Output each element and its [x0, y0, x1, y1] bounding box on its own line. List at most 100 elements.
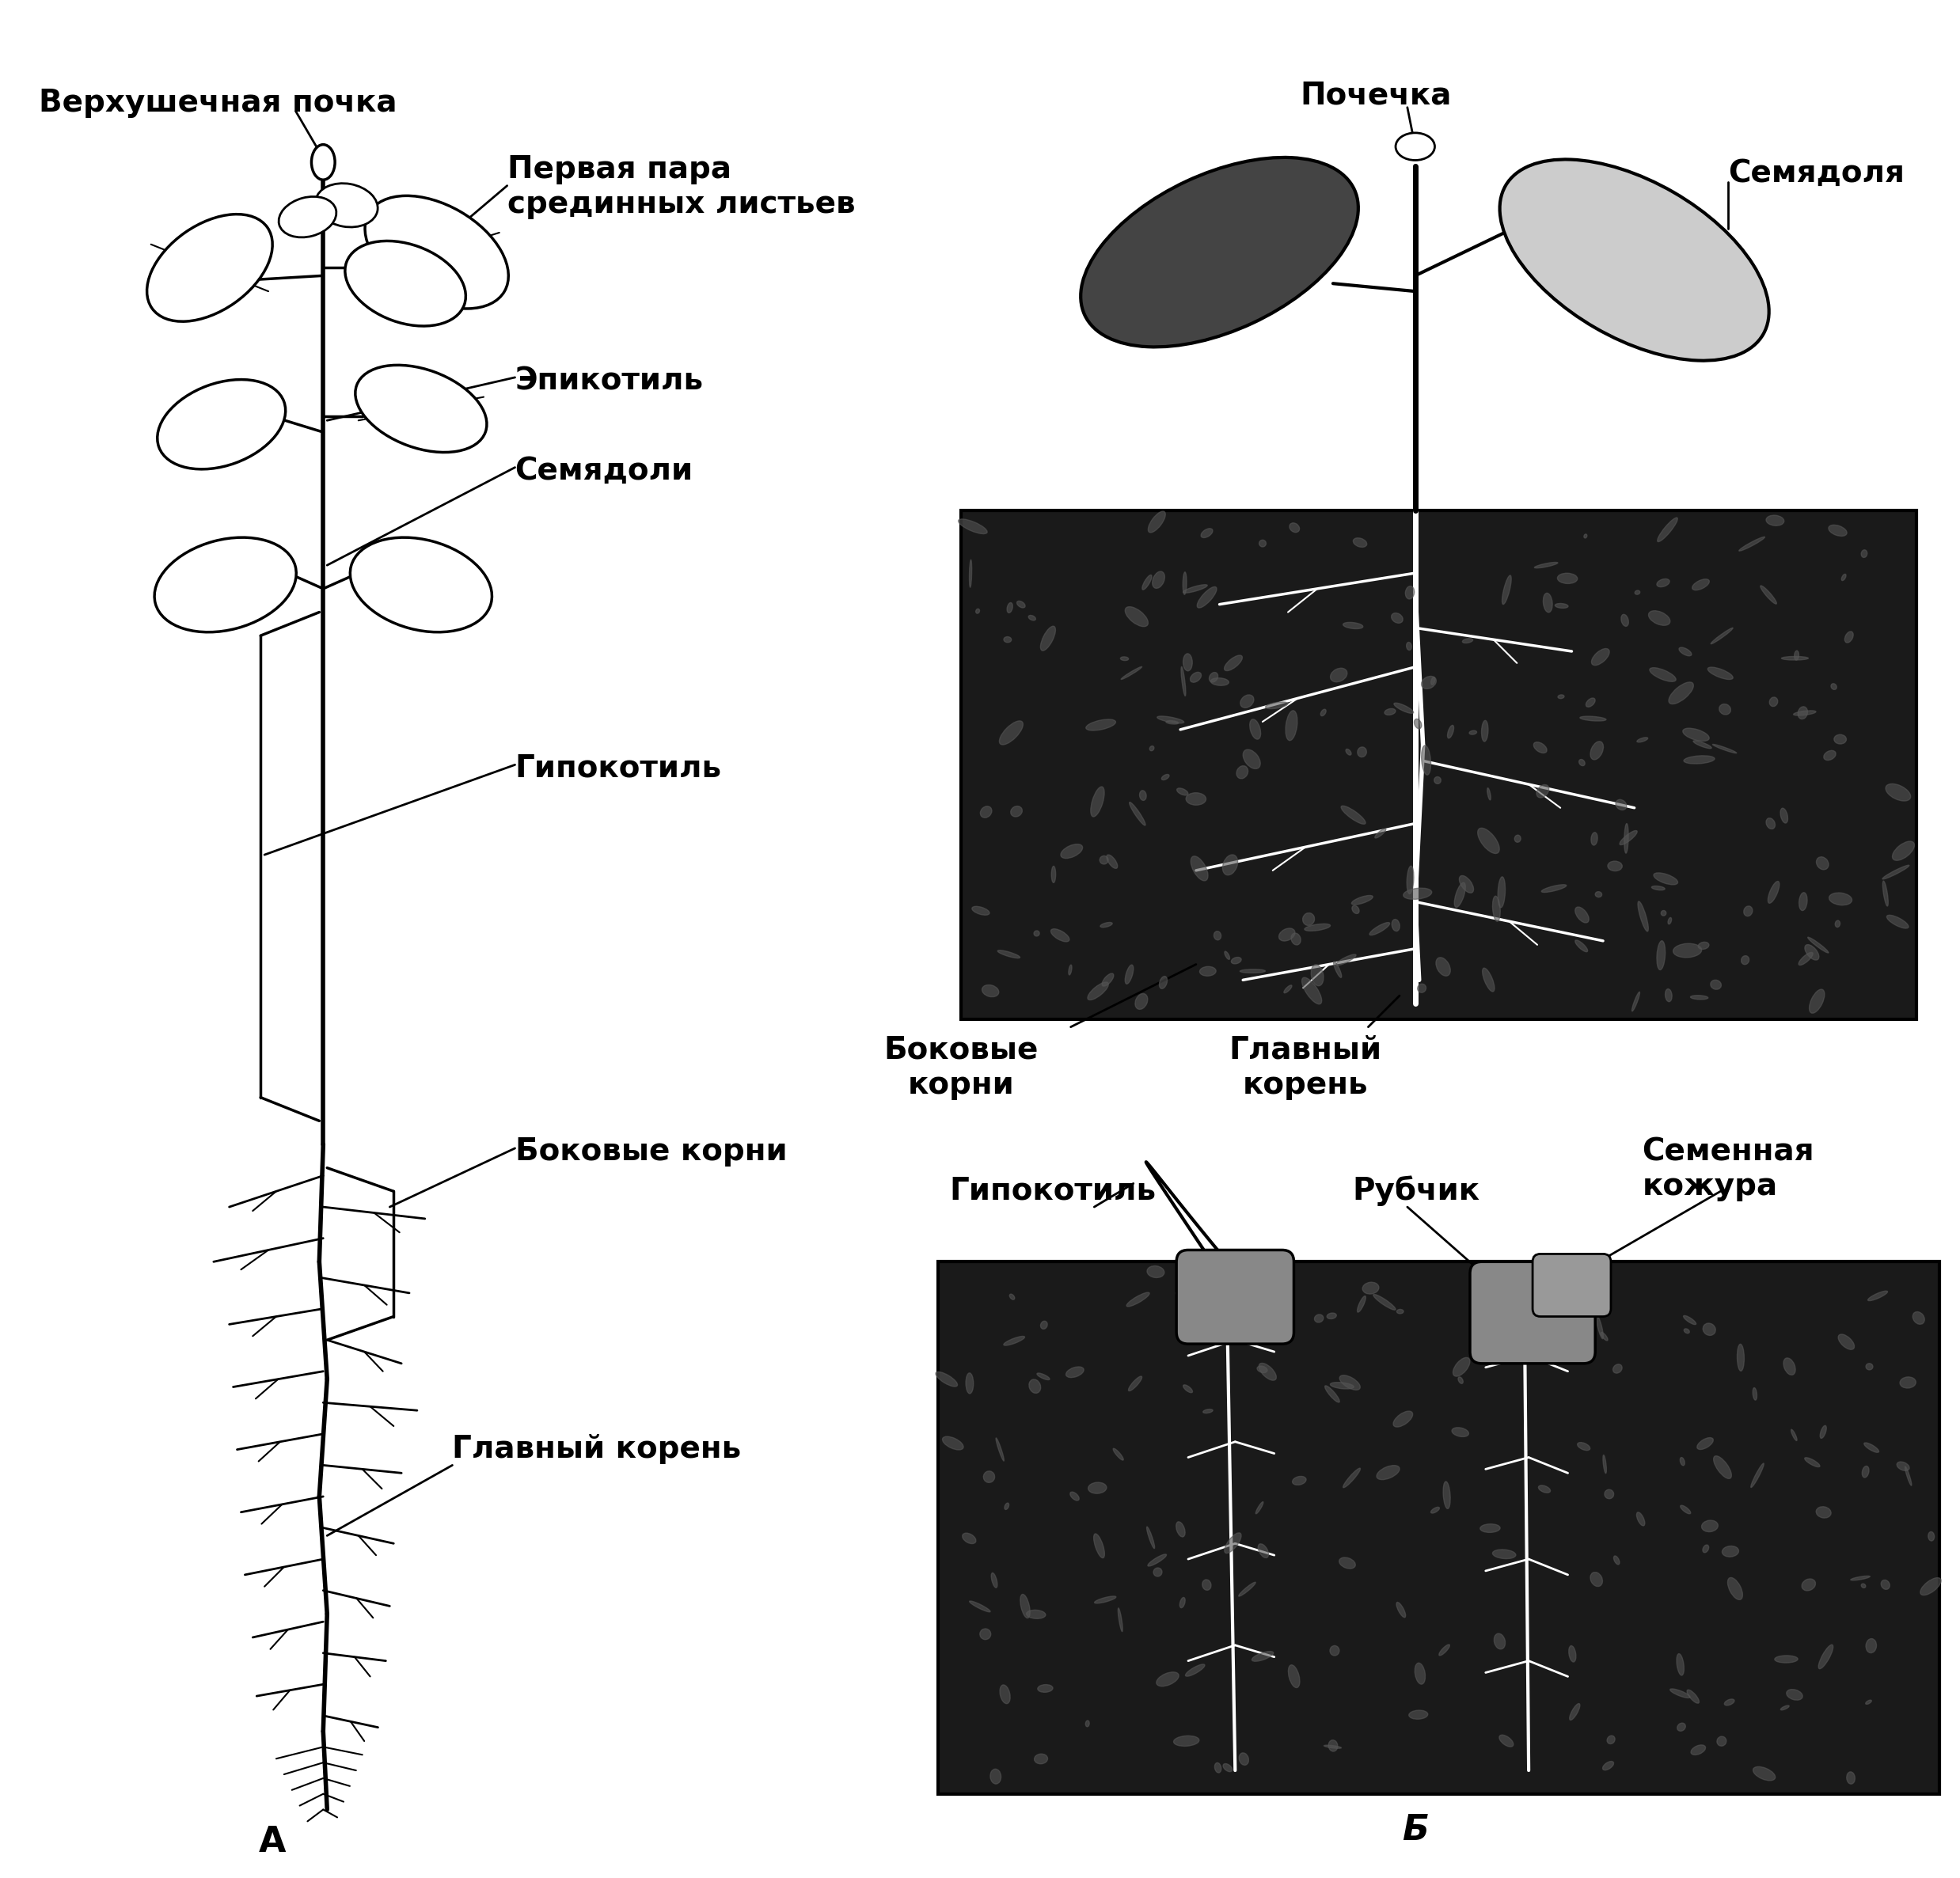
Ellipse shape [962, 1532, 976, 1544]
Ellipse shape [1899, 1377, 1915, 1388]
Ellipse shape [1605, 1489, 1613, 1499]
Ellipse shape [1766, 819, 1776, 828]
Ellipse shape [1331, 669, 1347, 682]
Ellipse shape [1713, 744, 1737, 753]
Ellipse shape [1592, 648, 1609, 665]
Ellipse shape [1595, 892, 1601, 898]
Ellipse shape [1186, 793, 1205, 806]
Ellipse shape [1258, 1544, 1268, 1559]
Ellipse shape [1352, 537, 1366, 546]
Ellipse shape [1887, 915, 1909, 928]
Ellipse shape [1805, 1457, 1819, 1467]
Ellipse shape [1446, 725, 1454, 738]
Ellipse shape [1147, 1527, 1154, 1549]
Ellipse shape [1452, 1358, 1470, 1377]
Ellipse shape [1086, 1720, 1090, 1726]
Ellipse shape [1801, 1579, 1815, 1591]
Ellipse shape [1793, 650, 1799, 659]
Ellipse shape [1088, 982, 1109, 999]
Ellipse shape [1678, 1722, 1686, 1732]
Ellipse shape [1286, 710, 1298, 740]
Ellipse shape [1578, 1442, 1590, 1450]
Ellipse shape [1774, 1656, 1797, 1662]
Ellipse shape [980, 806, 992, 817]
Ellipse shape [1331, 1382, 1354, 1390]
Ellipse shape [1409, 1711, 1427, 1718]
Ellipse shape [1152, 571, 1164, 588]
Ellipse shape [1693, 740, 1711, 749]
Ellipse shape [355, 364, 486, 453]
Ellipse shape [1897, 1461, 1909, 1470]
Ellipse shape [1225, 952, 1229, 960]
Ellipse shape [1558, 695, 1564, 699]
Ellipse shape [1744, 905, 1752, 916]
Ellipse shape [1791, 1429, 1797, 1440]
Ellipse shape [1691, 578, 1709, 590]
Ellipse shape [1029, 616, 1035, 620]
Ellipse shape [1339, 1375, 1360, 1390]
Ellipse shape [1568, 1645, 1576, 1662]
Ellipse shape [1102, 973, 1113, 986]
Ellipse shape [1684, 1328, 1690, 1333]
Ellipse shape [1590, 1572, 1603, 1587]
Ellipse shape [1135, 993, 1149, 1008]
Ellipse shape [1835, 920, 1840, 928]
Ellipse shape [1421, 676, 1437, 689]
Ellipse shape [1301, 978, 1321, 1005]
Ellipse shape [1711, 980, 1721, 990]
Ellipse shape [1452, 1427, 1468, 1437]
Ellipse shape [1752, 1767, 1776, 1780]
Ellipse shape [1086, 719, 1115, 731]
Ellipse shape [1768, 881, 1780, 903]
Bar [960, 511, 1917, 1020]
Ellipse shape [1835, 734, 1846, 744]
Ellipse shape [1829, 526, 1846, 535]
Ellipse shape [1068, 965, 1072, 975]
Ellipse shape [1637, 738, 1648, 742]
Ellipse shape [1601, 1332, 1607, 1341]
Ellipse shape [1333, 962, 1341, 978]
Ellipse shape [1660, 911, 1666, 916]
Ellipse shape [1586, 699, 1595, 706]
Ellipse shape [1041, 1320, 1047, 1330]
Ellipse shape [1884, 881, 1887, 905]
Ellipse shape [1862, 1467, 1870, 1478]
Ellipse shape [1004, 1337, 1025, 1345]
Ellipse shape [1407, 866, 1413, 894]
Ellipse shape [1156, 1671, 1178, 1686]
Ellipse shape [1478, 828, 1499, 853]
Ellipse shape [1533, 742, 1546, 753]
Ellipse shape [1740, 956, 1748, 965]
Ellipse shape [1035, 1754, 1049, 1763]
Ellipse shape [1331, 1645, 1339, 1656]
Ellipse shape [1176, 789, 1188, 794]
Ellipse shape [1780, 1705, 1789, 1711]
Ellipse shape [1223, 854, 1237, 875]
Ellipse shape [1176, 1521, 1186, 1536]
Ellipse shape [351, 537, 492, 633]
Ellipse shape [1690, 995, 1707, 999]
Ellipse shape [1292, 933, 1301, 945]
Ellipse shape [1007, 603, 1013, 612]
Ellipse shape [1886, 783, 1911, 800]
Ellipse shape [1543, 593, 1552, 612]
Ellipse shape [1666, 990, 1672, 1001]
Ellipse shape [1011, 806, 1023, 817]
Ellipse shape [1037, 1373, 1051, 1380]
Ellipse shape [1209, 672, 1217, 682]
Text: Главный корень: Главный корень [453, 1435, 741, 1465]
Ellipse shape [157, 379, 286, 470]
Ellipse shape [1139, 791, 1147, 800]
Ellipse shape [1576, 907, 1590, 922]
Ellipse shape [1535, 562, 1558, 567]
Ellipse shape [1576, 941, 1588, 952]
Ellipse shape [1782, 657, 1809, 659]
Ellipse shape [1831, 684, 1837, 689]
Ellipse shape [1921, 1578, 1940, 1594]
Ellipse shape [1580, 759, 1586, 766]
Ellipse shape [1494, 896, 1499, 922]
Ellipse shape [1680, 1506, 1691, 1514]
Ellipse shape [1088, 1482, 1107, 1493]
Ellipse shape [1149, 511, 1166, 533]
Ellipse shape [1241, 969, 1266, 973]
